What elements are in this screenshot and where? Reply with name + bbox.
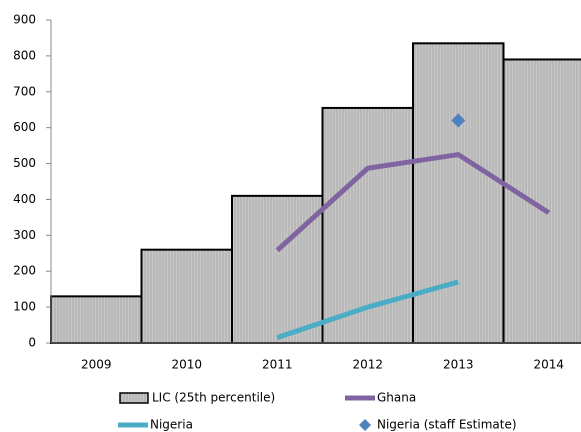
bar (50, 295, 143, 345)
bar (231, 194, 324, 344)
legend-label: LIC (25th percentile) (152, 391, 275, 405)
legend-label: Ghana (377, 391, 416, 405)
bar (412, 42, 505, 344)
y-tick-label: 300 (13, 228, 36, 242)
bar (140, 248, 233, 344)
x-tick-label: 2012 (352, 358, 383, 372)
legend-swatch (119, 392, 149, 404)
marker (451, 113, 466, 128)
legend-label: Nigeria (staff Estimate) (377, 418, 517, 432)
legend-label: Nigeria (150, 418, 193, 432)
y-tick-label: 600 (13, 120, 36, 134)
y-tick-label: 200 (13, 264, 36, 278)
y-tick-label: 500 (13, 156, 36, 170)
x-tick-label: 2010 (171, 358, 202, 372)
y-tick-label: 0 (28, 336, 36, 350)
y-tick-label: 900 (13, 13, 36, 27)
x-tick-label: 2011 (262, 358, 293, 372)
y-tick-label: 400 (13, 192, 36, 206)
x-tick-label: 2013 (443, 358, 474, 372)
line (276, 279, 459, 340)
y-tick-label: 800 (13, 48, 36, 62)
y-tick-label: 700 (13, 84, 36, 98)
x-tick-label: 2014 (533, 358, 564, 372)
y-tick-label: 100 (13, 300, 36, 314)
legend-swatch (359, 419, 371, 431)
line (275, 152, 551, 253)
bar (502, 58, 581, 344)
x-tick-label: 2009 (81, 358, 112, 372)
